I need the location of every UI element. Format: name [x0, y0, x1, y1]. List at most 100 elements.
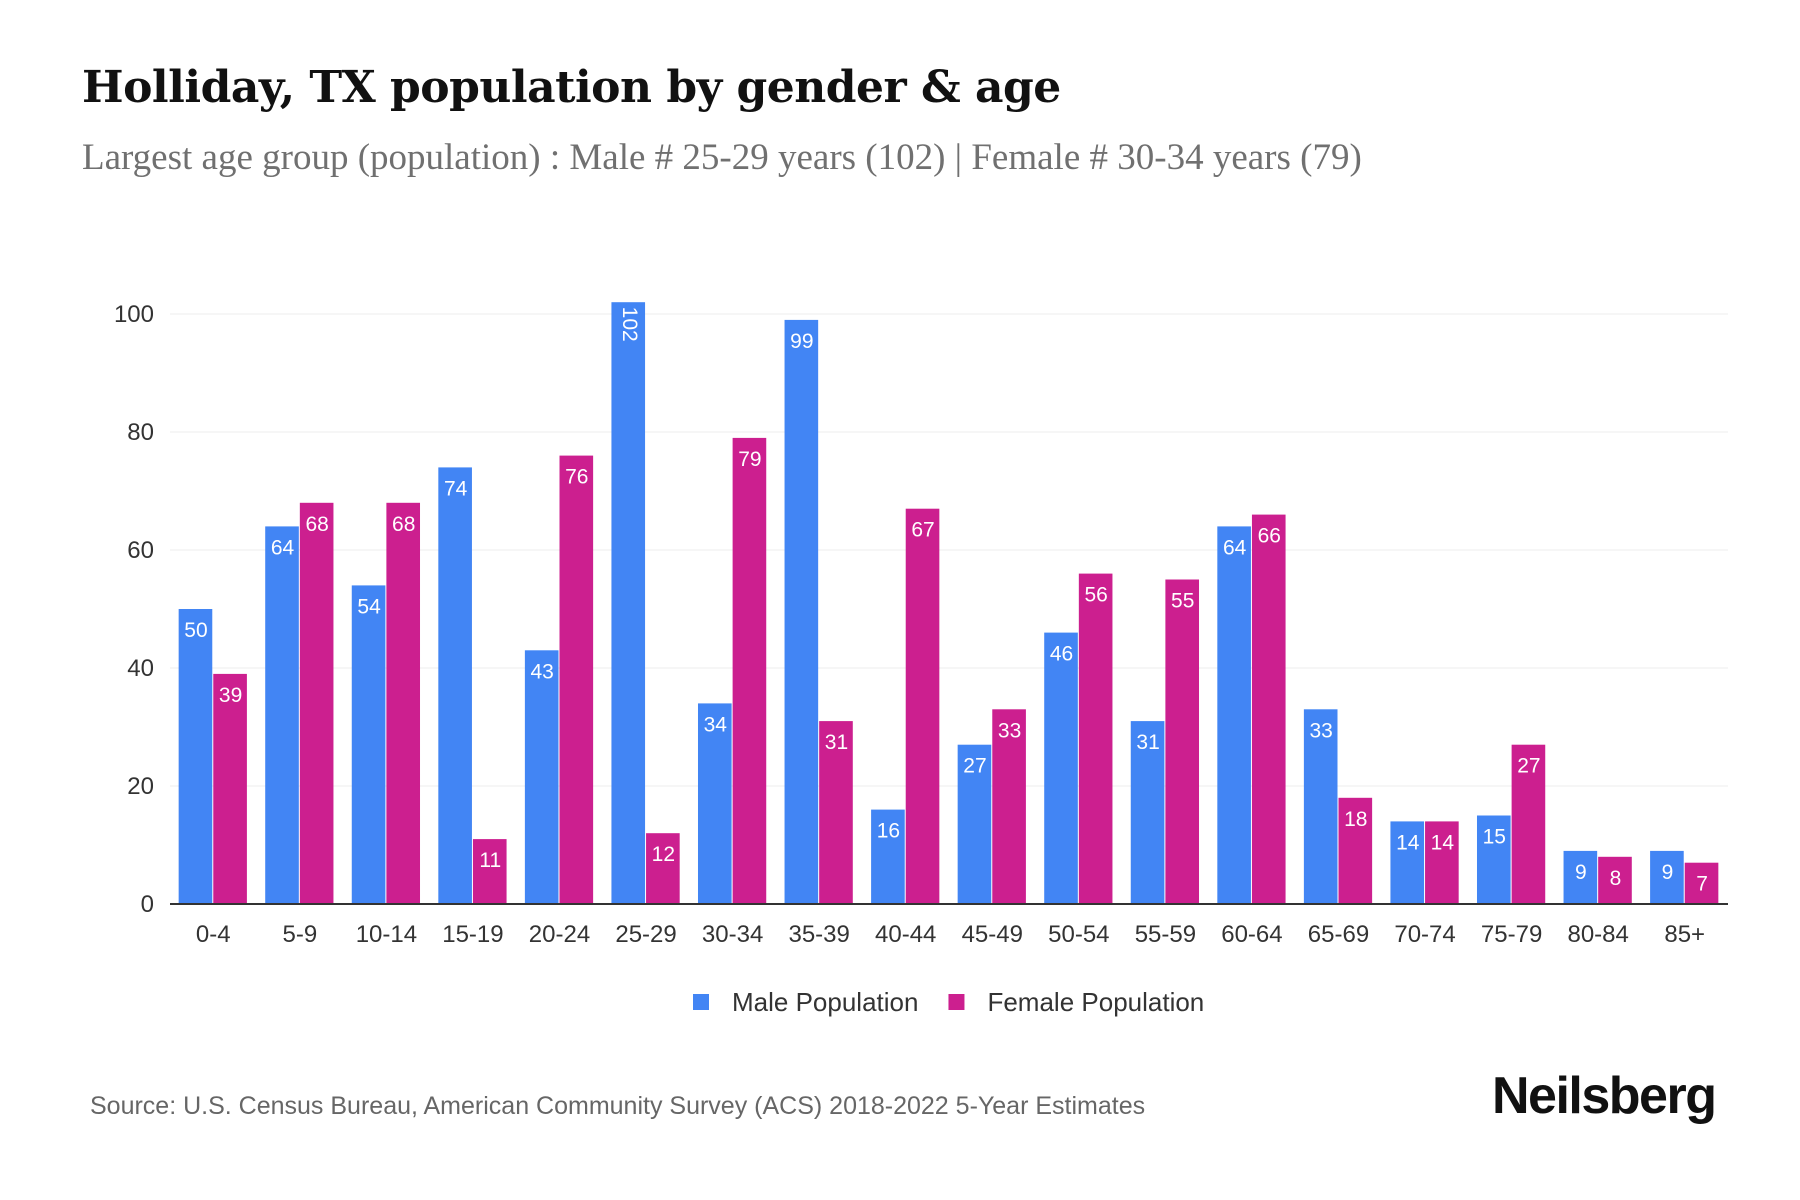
x-tick-label: 60-64: [1221, 921, 1282, 948]
chart-subtitle: Largest age group (population) : Male # …: [82, 137, 1362, 178]
bar-female: [1165, 579, 1200, 904]
bar-female: [1511, 744, 1546, 904]
data-label: 33: [1310, 719, 1333, 742]
data-label: 46: [1050, 643, 1073, 666]
bar-female: [1078, 573, 1113, 904]
data-label: 99: [790, 330, 813, 353]
data-label: 67: [911, 519, 934, 542]
legend-swatch-male: [693, 994, 709, 1010]
data-label: 8: [1610, 867, 1622, 890]
y-tick-label: 80: [127, 419, 154, 446]
data-label: 56: [1084, 584, 1107, 607]
bar-female: [646, 833, 680, 904]
data-label: 9: [1662, 861, 1674, 884]
bar-male: [1044, 632, 1078, 904]
bar-male: [611, 302, 646, 904]
x-tick-label: 70-74: [1394, 921, 1455, 948]
bar-female: [559, 455, 594, 904]
bar-male: [1130, 721, 1165, 904]
data-label: 43: [531, 660, 554, 683]
bar-male: [1650, 850, 1684, 904]
bar-male: [438, 467, 472, 904]
data-label: 39: [219, 684, 242, 707]
data-label: 34: [704, 713, 728, 736]
data-label: 79: [738, 448, 761, 471]
x-tick-label: 10-14: [356, 921, 417, 948]
x-tick-label: 75-79: [1481, 921, 1542, 948]
bar-male: [1390, 821, 1425, 904]
bar-male: [524, 650, 559, 904]
data-label: 27: [1517, 755, 1540, 778]
y-tick-label: 0: [141, 891, 154, 918]
legend-label: Male Population: [732, 987, 918, 1017]
data-label: 76: [565, 466, 588, 489]
x-tick-label: 5-9: [282, 921, 317, 948]
bar-female: [905, 508, 940, 904]
data-label: 74: [444, 477, 468, 500]
bar-male: [1476, 815, 1511, 904]
x-tick-label: 20-24: [529, 921, 590, 948]
bar-female: [213, 673, 247, 904]
data-label: 64: [1223, 536, 1247, 559]
data-label: 33: [998, 719, 1021, 742]
bar-female: [386, 502, 421, 904]
x-tick-label: 15-19: [442, 921, 503, 948]
source-note: Source: U.S. Census Bureau, American Com…: [90, 1092, 1146, 1120]
bar-female: [992, 709, 1026, 904]
bar-female: [1684, 862, 1719, 904]
bar-male: [351, 585, 386, 904]
data-label: 68: [392, 513, 415, 536]
data-label: 102: [618, 307, 641, 342]
bar-female: [819, 721, 853, 904]
x-tick-label: 65-69: [1308, 921, 1369, 948]
x-tick-label: 30-34: [702, 921, 763, 948]
bar-female: [299, 502, 334, 904]
data-label: 12: [652, 843, 675, 866]
x-tick-label: 55-59: [1135, 921, 1196, 948]
x-tick-label: 40-44: [875, 921, 936, 948]
data-label: 16: [877, 820, 900, 843]
data-label: 55: [1171, 590, 1194, 613]
data-label: 68: [305, 513, 328, 536]
data-label: 31: [1136, 731, 1159, 754]
x-tick-label: 80-84: [1567, 921, 1628, 948]
bar-male: [1303, 709, 1338, 904]
data-label: 7: [1696, 873, 1708, 896]
bar-male: [265, 526, 299, 904]
bar-male: [784, 319, 819, 904]
bar-female: [1338, 797, 1373, 904]
data-label: 50: [184, 619, 207, 642]
x-tick-label: 25-29: [615, 921, 676, 948]
bar-male: [697, 703, 732, 904]
bar-female: [472, 839, 507, 904]
neilsberg-logo: Neilsberg: [1492, 1067, 1717, 1125]
x-tick-label: 85+: [1664, 921, 1705, 948]
data-label: 31: [825, 731, 848, 754]
data-label: 11: [479, 849, 501, 872]
bar-female: [1251, 514, 1286, 904]
chart-title: Holliday, TX population by gender & age: [82, 62, 1061, 113]
bar-male: [178, 609, 213, 904]
bar-male: [1217, 526, 1251, 904]
data-label: 15: [1483, 826, 1506, 849]
data-label: 9: [1575, 861, 1587, 884]
bar-female: [732, 437, 767, 904]
bar-female: [1425, 821, 1459, 904]
data-label: 14: [1396, 831, 1420, 854]
bar-male: [1563, 850, 1598, 904]
data-label: 64: [271, 536, 295, 559]
x-tick-label: 45-49: [962, 921, 1023, 948]
y-tick-label: 40: [127, 655, 154, 682]
y-tick-label: 20: [127, 773, 154, 800]
bar-male: [871, 809, 905, 904]
x-tick-label: 35-39: [788, 921, 849, 948]
data-label: 66: [1258, 525, 1281, 548]
x-tick-label: 0-4: [196, 921, 231, 948]
legend-swatch-female: [948, 994, 965, 1010]
x-tick-label: 50-54: [1048, 921, 1109, 948]
bar-male: [957, 744, 992, 904]
data-label: 27: [963, 755, 986, 778]
data-label: 14: [1431, 831, 1455, 854]
data-label: 54: [357, 595, 381, 618]
